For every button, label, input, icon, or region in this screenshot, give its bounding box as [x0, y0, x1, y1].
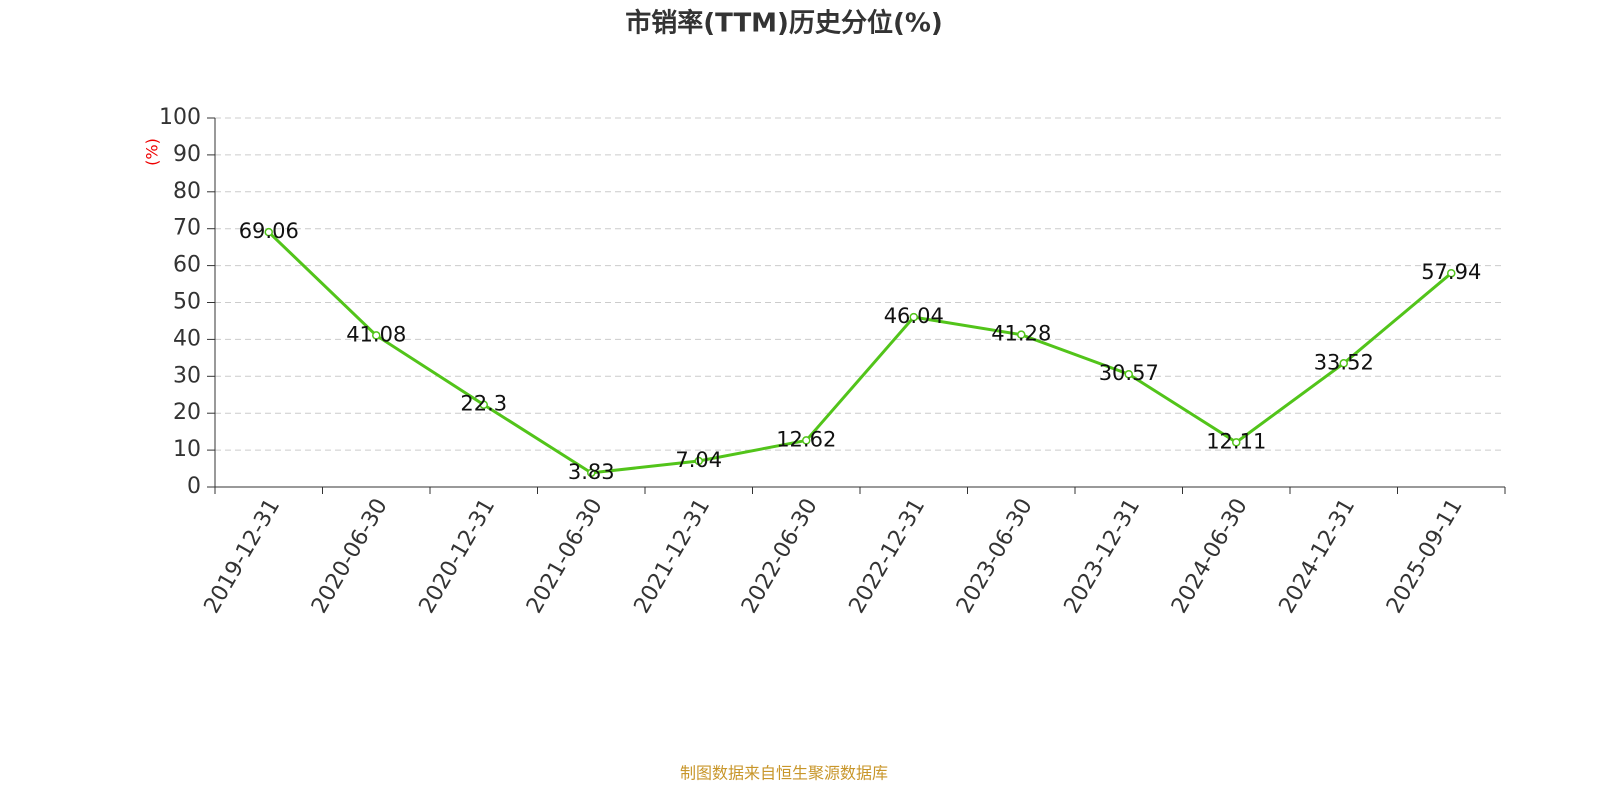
- point: [372, 331, 381, 340]
- chart-title: 市销率(TTM)历史分位(%): [625, 8, 943, 39]
- point: [1447, 268, 1456, 278]
- data-label: 22.3: [460, 392, 507, 416]
- x-tick-label: 2021-06-30: [522, 495, 608, 618]
- data-label: 33.52: [1314, 350, 1374, 374]
- x-tick-label: 2022-12-31: [845, 495, 931, 618]
- y-tick-label: 20: [173, 400, 201, 425]
- point: [264, 227, 273, 237]
- data-label: 46.04: [884, 304, 944, 328]
- y-tick-label: 30: [173, 363, 201, 388]
- y-axis-label: (%): [143, 138, 162, 166]
- y-tick-label: 90: [173, 142, 201, 167]
- point: [1232, 438, 1241, 447]
- data-label: 30.57: [1099, 361, 1159, 385]
- x-tick-label: 2023-06-30: [952, 495, 1038, 618]
- data-label: 41.28: [991, 322, 1051, 346]
- source-note: 制图数据来自恒生聚源数据库: [680, 764, 888, 783]
- point: [1124, 369, 1133, 379]
- x-tick-label: 2020-06-30: [307, 495, 393, 618]
- x-tick-label: 2025-09-11: [1382, 495, 1468, 618]
- data-label: 3.83: [568, 460, 615, 484]
- x-tick-label: 2024-06-30: [1167, 495, 1253, 618]
- data-label: 41.08: [346, 322, 406, 346]
- y-tick-label: 50: [173, 290, 201, 315]
- y-tick-label: 80: [173, 179, 201, 204]
- x-tick-label: 2024-12-31: [1275, 495, 1361, 618]
- point: [694, 456, 703, 466]
- y-tick-label: 60: [173, 253, 201, 278]
- x-tick-label: 2021-12-31: [630, 495, 716, 618]
- point: [479, 400, 488, 409]
- x-tick-label: 2023-12-31: [1060, 495, 1146, 618]
- y-tick-label: 70: [173, 216, 201, 241]
- y-tick-label: 40: [173, 326, 201, 351]
- point: [587, 468, 596, 478]
- y-tick-label: 100: [159, 105, 201, 130]
- point: [802, 436, 811, 445]
- data-label: 57.94: [1421, 260, 1481, 284]
- x-tick-label: 2022-06-30: [737, 495, 823, 618]
- data-label: 69.06: [239, 219, 299, 243]
- y-tick-label: 0: [187, 474, 201, 499]
- data-label: 7.04: [675, 448, 722, 472]
- y-tick-label: 10: [173, 437, 201, 462]
- x-tick-label: 2020-12-31: [415, 495, 501, 618]
- data-label: 12.62: [776, 427, 836, 451]
- point: [909, 312, 918, 322]
- point: [1339, 359, 1348, 368]
- x-tick-label: 2019-12-31: [200, 495, 286, 618]
- line: [267, 231, 1453, 475]
- data-label: 12.11: [1206, 429, 1266, 453]
- point: [1017, 330, 1026, 339]
